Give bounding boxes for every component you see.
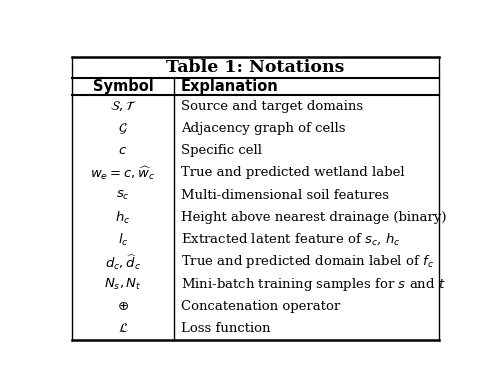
Text: $h_c$: $h_c$ — [116, 210, 130, 225]
Text: $l_c$: $l_c$ — [118, 232, 128, 248]
Text: Extracted latent feature of $s_c$, $h_c$: Extracted latent feature of $s_c$, $h_c$ — [181, 232, 400, 248]
Text: $s_c$: $s_c$ — [116, 189, 130, 202]
Text: $\mathcal{L}$: $\mathcal{L}$ — [118, 322, 128, 335]
Text: $N_s, N_t$: $N_s, N_t$ — [104, 277, 142, 292]
Text: True and predicted wetland label: True and predicted wetland label — [181, 166, 405, 179]
Text: Loss function: Loss function — [181, 322, 270, 335]
Text: Symbol: Symbol — [93, 79, 153, 94]
Text: Explanation: Explanation — [181, 79, 279, 94]
Text: Mini-batch training samples for $s$ and $t$: Mini-batch training samples for $s$ and … — [181, 276, 446, 293]
Text: $\oplus$: $\oplus$ — [117, 300, 129, 313]
Text: Multi-dimensional soil features: Multi-dimensional soil features — [181, 189, 389, 202]
Text: Specific cell: Specific cell — [181, 144, 262, 157]
Text: $\mathcal{S}, \mathcal{T}$: $\mathcal{S}, \mathcal{T}$ — [110, 99, 136, 113]
Text: $w_e = c, \widehat{w}_c$: $w_e = c, \widehat{w}_c$ — [91, 164, 155, 182]
Text: Adjacency graph of cells: Adjacency graph of cells — [181, 122, 346, 135]
Text: $\mathcal{G}$: $\mathcal{G}$ — [118, 121, 128, 136]
Text: Source and target domains: Source and target domains — [181, 100, 363, 113]
Text: Height above nearest drainage (binary): Height above nearest drainage (binary) — [181, 211, 447, 224]
Text: Table 1: Notations: Table 1: Notations — [166, 59, 345, 76]
Text: Concatenation operator: Concatenation operator — [181, 300, 340, 313]
Text: True and predicted domain label of $f_c$: True and predicted domain label of $f_c$ — [181, 253, 434, 270]
Text: $d_c, \widehat{d}_c$: $d_c, \widehat{d}_c$ — [105, 252, 141, 272]
Text: $c$: $c$ — [119, 144, 127, 157]
